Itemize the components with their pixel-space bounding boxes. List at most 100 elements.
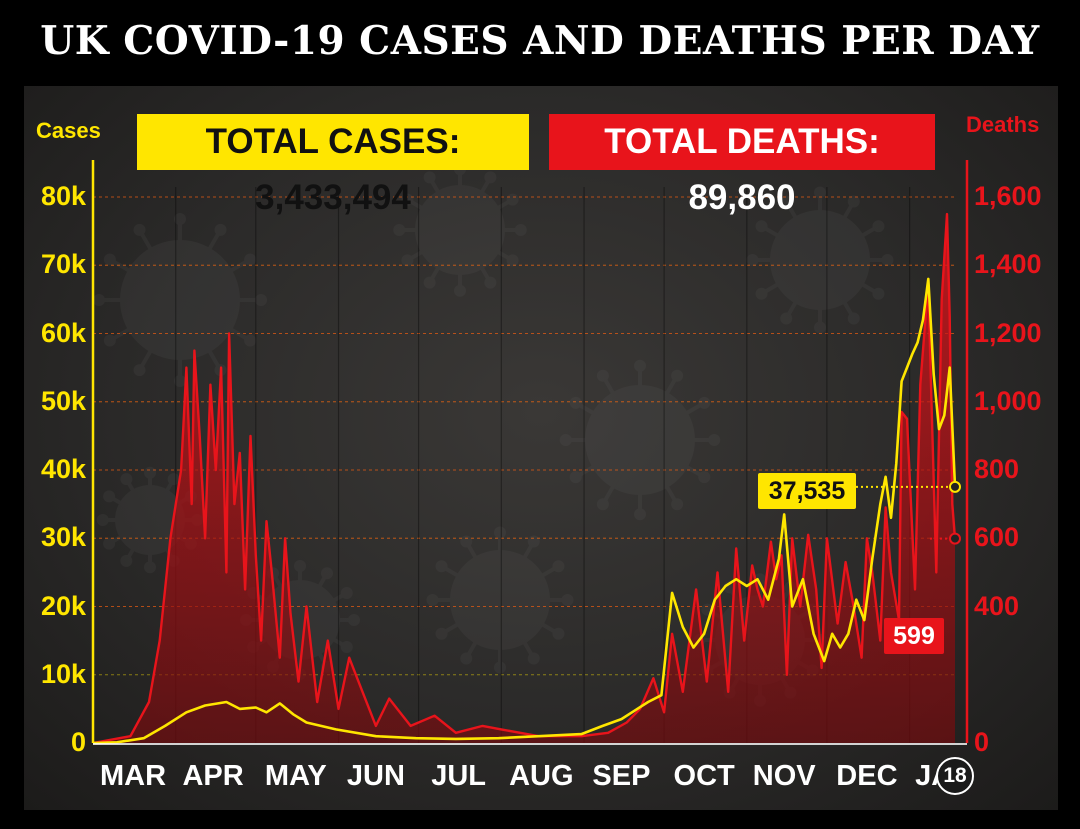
virus-spike-tip bbox=[348, 614, 360, 626]
virus-spike-tip bbox=[423, 171, 436, 184]
virus-spike bbox=[458, 229, 493, 284]
virus-spike bbox=[178, 298, 252, 343]
deaths-line bbox=[92, 212, 957, 745]
virus-spike-tip bbox=[708, 434, 721, 446]
virus-spike bbox=[601, 374, 642, 441]
virus-shape bbox=[393, 163, 527, 297]
page-title: UK COVID-19 CASES AND DEATHS PER DAY bbox=[40, 18, 1040, 64]
latest-date-circle: 18 bbox=[936, 757, 974, 795]
right-tick-label: 800 bbox=[974, 454, 1020, 484]
cases-line bbox=[92, 277, 957, 745]
virus-spike-tip bbox=[814, 321, 826, 334]
virus-spike bbox=[148, 478, 176, 521]
virus-spike-tip bbox=[96, 514, 109, 526]
virus-spike-tip bbox=[847, 312, 860, 325]
virus-shape bbox=[426, 526, 574, 674]
virus-spike bbox=[458, 228, 514, 263]
virus-spike bbox=[108, 494, 151, 522]
virus-spike bbox=[464, 599, 502, 660]
virus-spike-tip bbox=[872, 220, 885, 233]
left-tick-label: 50k bbox=[40, 385, 86, 416]
virus-spike-tip bbox=[634, 508, 646, 521]
virus-spike-tip bbox=[401, 254, 414, 267]
virus-spike bbox=[124, 478, 152, 521]
virus-spike-tip bbox=[103, 334, 116, 347]
virus-spike-tip bbox=[569, 396, 582, 409]
deaths-area bbox=[93, 214, 955, 744]
virus-spike-tip bbox=[814, 186, 826, 199]
virus-spike bbox=[137, 299, 182, 372]
x-tick-label: NOV bbox=[752, 760, 816, 792]
virus-shape bbox=[559, 359, 721, 521]
x-tick-label: JUN bbox=[346, 760, 405, 792]
virus-spike-tip bbox=[494, 661, 506, 674]
virus-spike bbox=[178, 299, 223, 372]
virus-spike-tip bbox=[103, 537, 116, 550]
virus-spike bbox=[819, 258, 880, 296]
virus-spike bbox=[638, 374, 679, 441]
virus-spike bbox=[108, 257, 182, 302]
virus-spike bbox=[440, 598, 501, 636]
x-tick-label: MAY bbox=[264, 760, 327, 792]
axes bbox=[91, 160, 969, 745]
virus-spike bbox=[784, 200, 822, 262]
virus-spike-tip bbox=[484, 276, 497, 289]
latest-deaths-label: 599 bbox=[884, 618, 944, 654]
virus-spike-tip bbox=[167, 473, 180, 486]
virus-body bbox=[770, 210, 870, 310]
virus-spike-tip bbox=[755, 220, 768, 233]
x-tick-label: MAR bbox=[99, 760, 167, 792]
virus-spike bbox=[464, 540, 502, 601]
left-tick-label: 30k bbox=[40, 522, 86, 553]
virus-spike-tip bbox=[321, 567, 333, 580]
virus-spike-tip bbox=[340, 641, 353, 653]
virus-spike-tip bbox=[552, 560, 565, 573]
virus-spike-tip bbox=[120, 554, 133, 567]
virus-spike-tip bbox=[596, 369, 609, 382]
virus-spike-tip bbox=[174, 213, 186, 225]
virus-spike bbox=[252, 591, 302, 622]
virus-spike bbox=[137, 228, 182, 302]
virus-spike-tip bbox=[561, 594, 574, 606]
right-tick-label: 1,000 bbox=[974, 385, 1042, 416]
latest-markers bbox=[856, 480, 961, 545]
virus-spike bbox=[178, 257, 252, 302]
virus-spike bbox=[638, 438, 706, 479]
virus-body bbox=[115, 485, 185, 555]
virus-spike-tip bbox=[423, 276, 436, 289]
virus-spike bbox=[458, 197, 514, 232]
virus-spike bbox=[499, 564, 560, 602]
virus-spike-tip bbox=[174, 375, 186, 387]
virus-spike-tip bbox=[244, 334, 257, 347]
left-tick-label: 80k bbox=[40, 181, 86, 211]
virus-spike-tip bbox=[671, 498, 684, 511]
virus-spike-tip bbox=[144, 466, 156, 479]
virus-spike bbox=[818, 259, 856, 320]
virus-spike bbox=[108, 518, 151, 546]
virus-spike bbox=[427, 229, 462, 284]
virus-spike-tip bbox=[133, 223, 146, 236]
virus-body bbox=[415, 185, 505, 275]
virus-spike bbox=[499, 598, 560, 636]
virus-spike-tip bbox=[426, 594, 439, 606]
right-tick-label: 0 bbox=[974, 727, 990, 757]
left-tick-label: 40k bbox=[40, 454, 86, 484]
virus-spike-tip bbox=[484, 171, 497, 184]
virus-spike-tip bbox=[881, 254, 894, 266]
left-tick-label: 0 bbox=[70, 727, 86, 757]
virus-spike-tip bbox=[527, 535, 540, 548]
total-deaths-badge: TOTAL DEATHS: 89,860 bbox=[549, 114, 935, 217]
cases-series bbox=[92, 277, 957, 745]
virus-spike-tip bbox=[569, 471, 582, 484]
virus-spike bbox=[818, 200, 856, 262]
virus-spike-tip bbox=[527, 652, 540, 665]
virus-spike-tip bbox=[294, 560, 306, 572]
virus-spike bbox=[638, 401, 706, 442]
virus-spike-tip bbox=[514, 224, 527, 236]
left-tick-label: 20k bbox=[40, 590, 86, 621]
virus-spike-tip bbox=[780, 312, 793, 325]
x-tick-label: OCT bbox=[673, 760, 735, 792]
virus-spike-tip bbox=[755, 287, 768, 300]
virus-spike bbox=[498, 599, 536, 660]
